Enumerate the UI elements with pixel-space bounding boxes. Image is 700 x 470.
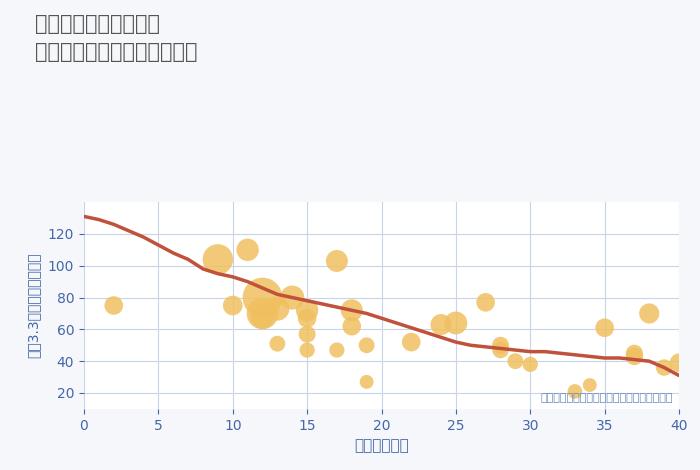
Point — [361, 342, 372, 349]
Point — [495, 342, 506, 349]
Point — [331, 346, 342, 354]
Point — [629, 352, 640, 360]
Point — [510, 357, 521, 365]
Point — [257, 294, 268, 301]
Point — [406, 338, 417, 346]
Point — [346, 322, 357, 330]
Point — [584, 381, 595, 389]
Text: 円の大きさは、取引のあった物件面積を示す: 円の大きさは、取引のあった物件面積を示す — [540, 393, 673, 403]
Point — [212, 256, 223, 263]
Text: 奈良県奈良市南袋町の
築年数別中古マンション価格: 奈良県奈良市南袋町の 築年数別中古マンション価格 — [35, 14, 197, 62]
Point — [569, 388, 580, 395]
Point — [287, 294, 298, 301]
Point — [673, 359, 685, 367]
Point — [361, 378, 372, 385]
X-axis label: 築年数（年）: 築年数（年） — [354, 438, 409, 453]
Point — [257, 310, 268, 317]
Point — [450, 319, 461, 327]
Point — [227, 302, 238, 309]
Point — [525, 360, 536, 368]
Point — [302, 330, 313, 338]
Point — [302, 346, 313, 354]
Point — [272, 305, 283, 313]
Point — [108, 302, 119, 309]
Point — [495, 346, 506, 354]
Point — [629, 350, 640, 357]
Point — [331, 257, 342, 265]
Point — [644, 310, 655, 317]
Point — [599, 324, 610, 331]
Point — [659, 364, 670, 371]
Y-axis label: 坪（3.3㎡）単価（万円）: 坪（3.3㎡）単価（万円） — [27, 253, 41, 358]
Point — [302, 314, 313, 322]
Point — [272, 340, 283, 347]
Point — [435, 321, 447, 329]
Point — [480, 298, 491, 306]
Point — [346, 306, 357, 314]
Point — [242, 246, 253, 254]
Point — [257, 313, 268, 321]
Point — [302, 306, 313, 314]
